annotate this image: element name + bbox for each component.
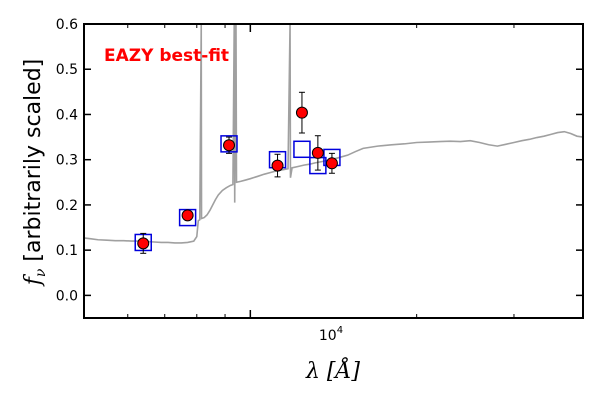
- model-spectrum-line: [83, 23, 584, 244]
- y-tick-label: 0.0: [56, 288, 78, 304]
- y-axis-label: fν [arbitrarily scaled]: [21, 59, 49, 288]
- y-tick-label: 0.6: [56, 17, 78, 33]
- observed-flux-point: [181, 209, 194, 222]
- model-photometry-box: [293, 140, 311, 159]
- observed-flux-point: [223, 139, 236, 152]
- x-tick-exponent: 4: [337, 325, 343, 336]
- x-axis-label: λ [Å]: [305, 356, 360, 384]
- y-tick-label: 0.3: [56, 153, 78, 169]
- y-tick-label: 0.1: [56, 243, 78, 259]
- annotation-label: EAZY best-fit: [104, 46, 229, 66]
- y-tick-label: 0.2: [56, 198, 78, 214]
- y-tick-label: 0.4: [56, 107, 78, 123]
- observed-flux-point: [271, 159, 284, 172]
- observed-flux-point: [137, 237, 150, 250]
- y-tick-label: 0.5: [56, 62, 78, 78]
- plot-frame: [83, 23, 584, 319]
- plot-layer: [83, 23, 584, 254]
- observed-flux-point: [295, 106, 308, 119]
- x-tick-base: 10: [319, 328, 337, 344]
- observed-flux-point: [311, 146, 324, 159]
- x-tick-label-major: 104: [319, 325, 343, 344]
- y-axis-label-subscript: ν: [33, 268, 49, 277]
- y-axis-label-text: [arbitrarily scaled]: [21, 59, 46, 269]
- observed-flux-point: [325, 157, 338, 170]
